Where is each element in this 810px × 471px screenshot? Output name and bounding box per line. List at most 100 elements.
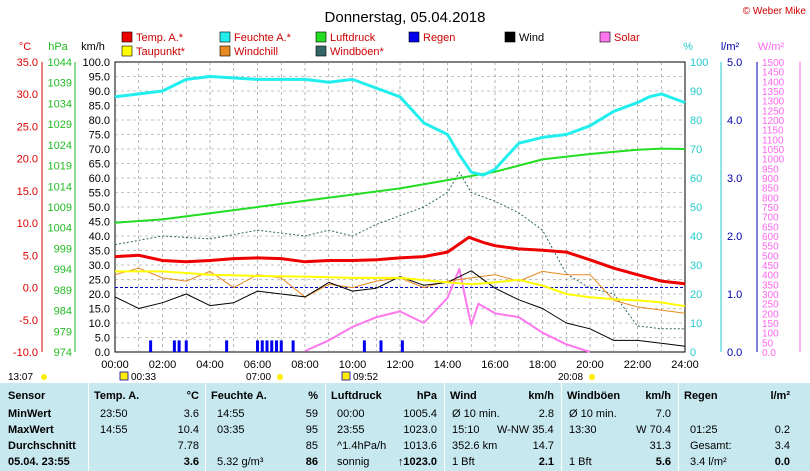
table-header: Sensor <box>8 390 46 402</box>
solar-tick-label: 0.0 <box>762 348 776 359</box>
dewpoint-line <box>115 270 686 308</box>
table-header: Wind <box>450 390 477 402</box>
table-cell: 0.0 <box>774 456 790 468</box>
solar-unit: W/m² <box>758 41 785 53</box>
table-separator <box>88 383 89 471</box>
humidity-tick-label: 10 <box>690 318 702 330</box>
pressure-tick-label: 974 <box>54 347 72 359</box>
legend-label: Windböen* <box>330 46 385 58</box>
rain-bar <box>400 340 404 352</box>
solar-tick-label: 1150 <box>762 126 784 137</box>
humidity-tick-label: 0 <box>690 347 696 359</box>
time-tick-label: 04:00 <box>196 359 224 371</box>
legend-swatch <box>121 45 133 57</box>
wind-tick-label: 15.0 <box>89 304 110 316</box>
legend-swatch <box>121 31 133 43</box>
legend: Temp. A.* Feuchte A.* Luftdruck Regen Wind So… <box>121 31 640 58</box>
table-cell: 59 <box>305 408 318 420</box>
rain-bar <box>260 340 264 352</box>
sunrise-label: 07:00 <box>246 372 271 383</box>
pressure-tick-label: 999 <box>54 243 72 255</box>
table-cell: 7.0 <box>655 408 671 420</box>
table-cell: 1013.6 <box>403 440 437 452</box>
table-cell: W 70.4 <box>636 424 671 436</box>
table-cell: 3.4 <box>774 440 790 452</box>
table-cell: 1 Bft <box>569 456 592 468</box>
rain-bar <box>225 340 229 352</box>
humidity-tick-label: 30 <box>690 260 702 272</box>
table-header-unit: hPa <box>416 390 437 402</box>
rain-bar <box>275 340 278 352</box>
pressure-line <box>114 147 686 224</box>
solar-tick-label: 550 <box>762 242 779 253</box>
solar-tick-label: 1300 <box>762 97 785 108</box>
temp-tick-label: 35.0 <box>17 57 38 69</box>
solar-tick-label: 850 <box>762 184 779 195</box>
table-cell: 13:30 <box>569 424 597 436</box>
wind-tick-label: 10.0 <box>89 318 110 330</box>
rain-tick-label: 3.0 <box>727 173 742 185</box>
wind-tick-label: 20.0 <box>89 289 110 301</box>
plot-area <box>114 61 686 353</box>
solar-tick-label: 1200 <box>762 116 785 127</box>
solar-tick-label: 500 <box>762 251 779 262</box>
table-cell: 10.4 <box>177 424 199 436</box>
pressure-tick-label: 1014 <box>48 181 72 193</box>
axes: °C hPa km/h% l/m² W/m² 35.0 30.0 25.0 20.0 15.0 10… <box>13 41 801 359</box>
pressure-tick-label: 1019 <box>48 161 72 173</box>
table-cell: 31.3 <box>649 440 671 452</box>
solar-tick-label: 50 <box>762 338 774 349</box>
temp-tick-label: 10.0 <box>17 218 38 230</box>
table-cell: ↑1023.0 <box>397 456 437 468</box>
table-header: Luftdruck <box>331 390 382 402</box>
moonset-2-label: 09:52 <box>353 372 378 383</box>
humidity-tick-label: 50 <box>690 202 702 214</box>
rain-bar <box>177 340 181 352</box>
rain-bar <box>149 340 153 352</box>
table-cell: 03:35 <box>217 424 245 436</box>
rain-bar <box>291 340 295 352</box>
temp-tick-label: 25.0 <box>17 121 38 133</box>
legend-label: Temp. A.* <box>136 32 184 44</box>
copyright-text: © Weber Mike <box>743 6 807 17</box>
time-tick-label: 10:00 <box>339 359 367 371</box>
pressure-tick-label: 979 <box>54 326 72 338</box>
table-cell: 352.6 km <box>452 440 498 452</box>
table-cell: 14:55 <box>217 408 245 420</box>
wind-tick-label: 70.0 <box>89 144 110 156</box>
temperature-line <box>114 235 686 286</box>
solar-line <box>304 267 591 353</box>
table-cell: 0.2 <box>774 424 790 436</box>
time-tick-label: 08:00 <box>291 359 319 371</box>
legend-swatch <box>219 31 231 43</box>
table-cell: 3.6 <box>183 456 199 468</box>
humidity-unit: % <box>683 41 693 53</box>
moonset-2-icon <box>341 371 351 381</box>
solar-tick-label: 1500 <box>762 58 785 69</box>
time-tick-label: 14:00 <box>434 359 462 371</box>
table-cell: 5.32 g/m³ <box>217 456 264 468</box>
legend-swatch <box>219 45 231 57</box>
rain-bar <box>265 340 269 352</box>
table-row-label: Durchschnitt <box>8 440 76 452</box>
table-header-unit: km/h <box>645 390 671 402</box>
solar-tick-label: 600 <box>762 232 779 243</box>
time-tick-label: 06:00 <box>244 359 272 371</box>
gust-line <box>114 171 685 330</box>
humidity-tick-label: 100 <box>690 57 708 69</box>
pressure-tick-label: 1004 <box>48 223 72 235</box>
pressure-tick-label: 984 <box>54 306 72 318</box>
solar-tick-label: 1450 <box>762 68 785 79</box>
time-tick-label: 02:00 <box>149 359 177 371</box>
time-tick-label: 18:00 <box>529 359 557 371</box>
sunrise-icon <box>277 374 283 380</box>
legend-label: Solar <box>614 32 640 44</box>
wind-tick-label: 25.0 <box>89 275 110 287</box>
table-header-unit: l/m² <box>770 390 790 402</box>
time-tick-label: 20:00 <box>576 359 604 371</box>
moonset-icon <box>119 371 129 381</box>
rain-bar <box>362 340 366 352</box>
table-cell: 5.6 <box>655 456 671 468</box>
solar-tick-label: 350 <box>762 280 779 291</box>
pressure-tick-label: 1044 <box>48 57 72 69</box>
